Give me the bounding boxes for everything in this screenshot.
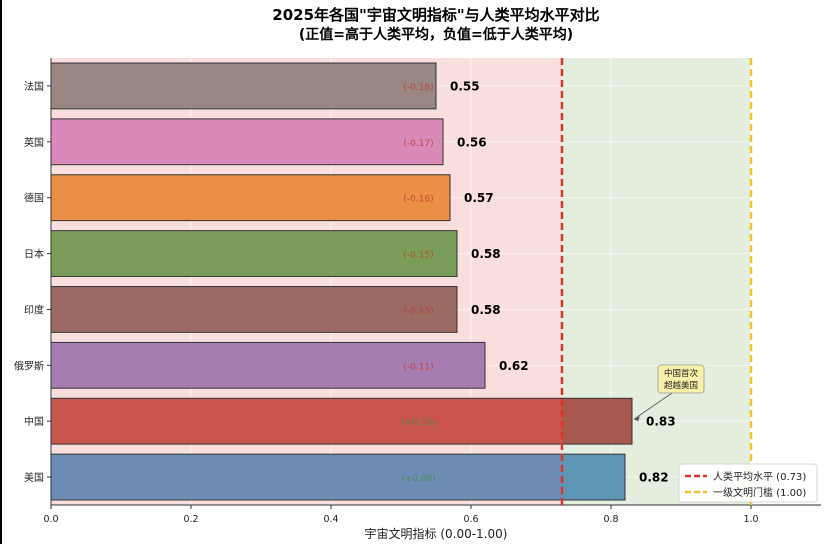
x-axis-label: 宇宙文明指标 (0.00-1.00) bbox=[365, 526, 508, 541]
category-label-2: 德国 bbox=[24, 192, 44, 205]
value-label-4: 0.58 bbox=[471, 303, 501, 317]
value-label-6: 0.83 bbox=[646, 415, 676, 429]
diff-label-7: (+0.09) bbox=[401, 474, 436, 484]
value-label-5: 0.62 bbox=[499, 359, 529, 373]
annotation-box bbox=[657, 364, 705, 394]
legend: 人类平均水平 (0.73) 一级文明门槛 (1.00) bbox=[678, 463, 818, 503]
annotation-arrow-line bbox=[633, 392, 673, 420]
x-tick-label-5: 1.0 bbox=[743, 514, 758, 525]
annotation-text-0: 中国首次 bbox=[664, 368, 699, 379]
category-label-7: 美国 bbox=[24, 471, 44, 484]
x-tick-label-0: 0.0 bbox=[43, 514, 58, 525]
diff-label-5: (-0.11) bbox=[403, 362, 433, 372]
bar-1 bbox=[50, 118, 444, 166]
category-label-4: 印度 bbox=[24, 303, 44, 316]
bar-above-avg-7 bbox=[562, 454, 625, 500]
chart-subtitle: (正值=高于人类平均，负值=低于人类平均) bbox=[299, 26, 573, 43]
bar-5 bbox=[50, 341, 486, 389]
legend-label-1: 一级文明门槛 (1.00) bbox=[713, 486, 806, 499]
category-label-5: 俄罗斯 bbox=[14, 359, 44, 372]
value-label-1: 0.56 bbox=[457, 135, 487, 149]
value-label-7: 0.82 bbox=[639, 471, 669, 485]
x-tick-label-2: 0.4 bbox=[323, 514, 338, 525]
chart-title: 2025年各国"宇宙文明指标"与人类平均水平对比 bbox=[272, 6, 599, 24]
annotation-text-1: 超越美国 bbox=[664, 380, 698, 391]
annotation-arrow-head bbox=[634, 416, 640, 422]
bar-2 bbox=[50, 174, 451, 222]
diff-label-2: (-0.16) bbox=[403, 195, 433, 205]
diff-label-3: (-0.15) bbox=[403, 251, 433, 261]
value-label-0: 0.55 bbox=[450, 79, 480, 93]
bar-0 bbox=[50, 62, 437, 110]
window-left-edge bbox=[0, 0, 2, 544]
legend-box bbox=[678, 463, 818, 503]
bar-3 bbox=[50, 230, 458, 277]
bar-6 bbox=[51, 398, 562, 445]
legend-label-0: 人类平均水平 (0.73) bbox=[713, 470, 806, 483]
x-tick-label-3: 0.6 bbox=[463, 514, 478, 525]
value-label-3: 0.58 bbox=[471, 247, 501, 261]
x-tick-label-1: 0.2 bbox=[183, 514, 198, 525]
category-label-6: 中国 bbox=[24, 415, 44, 428]
category-label-3: 日本 bbox=[24, 248, 44, 261]
value-label-2: 0.57 bbox=[464, 191, 494, 205]
category-label-1: 英国 bbox=[24, 136, 44, 149]
diff-label-4: (-0.15) bbox=[403, 306, 433, 316]
diff-label-1: (-0.17) bbox=[403, 139, 433, 149]
bar-4 bbox=[50, 286, 458, 333]
bar-7 bbox=[51, 454, 562, 500]
diff-label-0: (-0.18) bbox=[403, 83, 433, 93]
x-tick-label-4: 0.8 bbox=[603, 514, 618, 525]
diff-label-6: (+0.10) bbox=[401, 418, 436, 428]
category-label-0: 法国 bbox=[24, 80, 44, 93]
bar-above-avg-6 bbox=[562, 398, 632, 445]
